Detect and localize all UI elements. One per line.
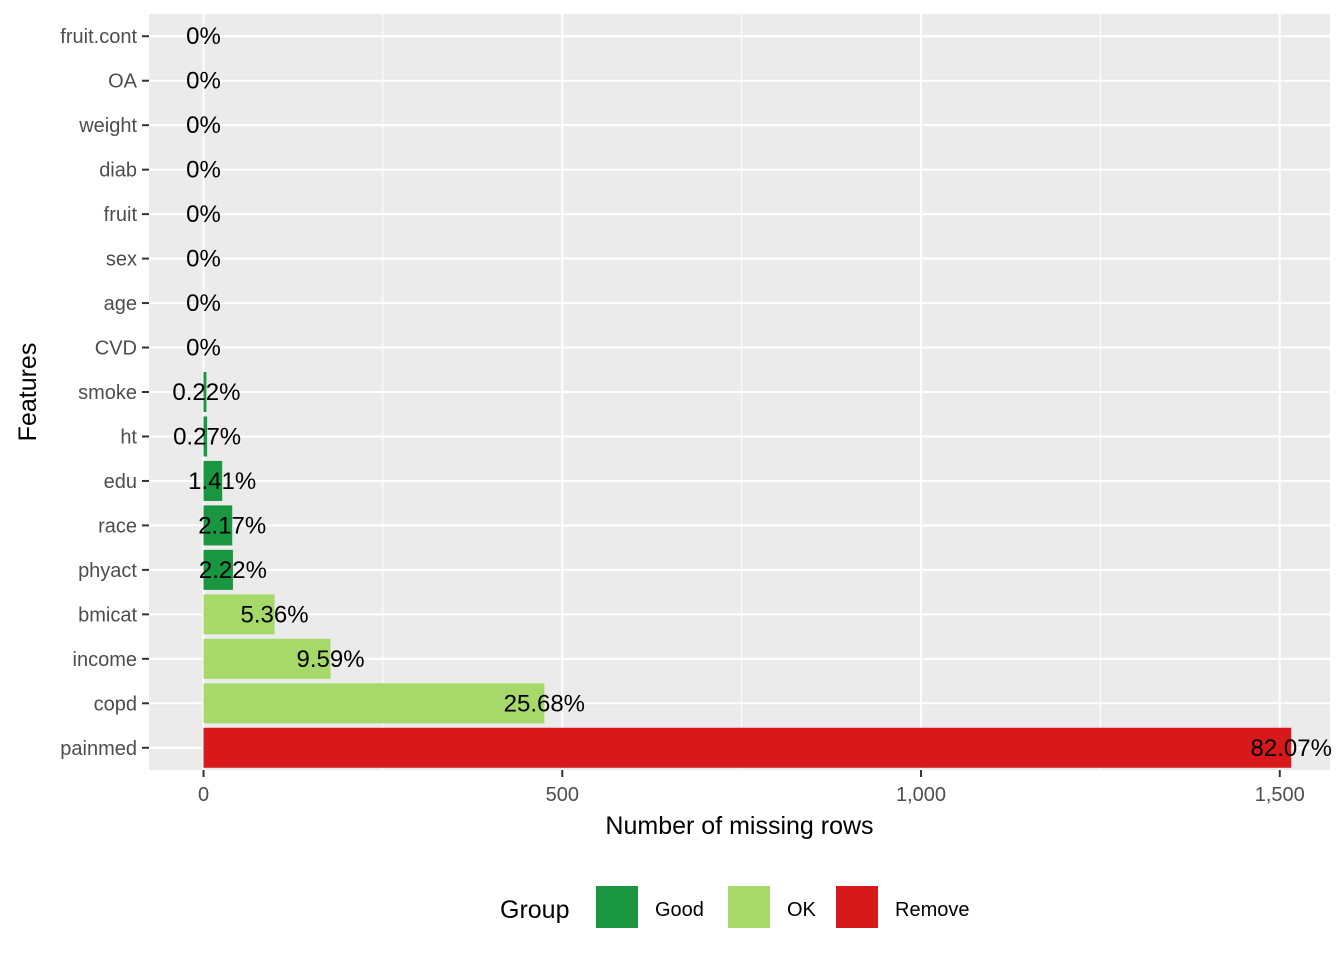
bar-label-sex: 0% <box>186 246 221 273</box>
bar-label-race: 2.17% <box>198 512 266 539</box>
legend-title: Group <box>500 896 569 924</box>
y-tick-label: painmed <box>60 738 137 760</box>
y-tick-label: CVD <box>95 338 137 360</box>
x-axis-title: Number of missing rows <box>605 812 873 840</box>
y-axis: fruit.cont OA weight diab fruit sex age CVD smok… <box>60 26 149 760</box>
legend-label-ok: OK <box>787 899 817 921</box>
bar-label-smoke: 0.22% <box>172 379 240 406</box>
major-gridlines <box>149 14 1330 770</box>
legend-key-good <box>596 886 638 928</box>
bar-label-edu: 1.41% <box>188 468 256 495</box>
bar-label-phyact: 2.22% <box>199 557 267 584</box>
bar-copd <box>203 683 545 724</box>
bar-ht <box>203 416 208 457</box>
bar-labels: 0% 0% 0% 0% 0% 0% 0% 0% 0.22% 0.27% 1.41% 2.17% 2.22… <box>172 23 1332 762</box>
y-tick-label: weight <box>78 115 137 137</box>
x-axis: 0 500 1,000 1,500 <box>198 770 1305 806</box>
y-axis-title: Features <box>14 343 42 442</box>
bar-label-CVD: 0% <box>186 335 221 362</box>
bar-income <box>203 638 331 679</box>
y-tick-label: fruit <box>104 204 138 226</box>
bar-label-fruit-cont: 0% <box>186 23 221 50</box>
bar-label-ht: 0.27% <box>173 423 241 450</box>
x-tick-label: 500 <box>546 784 579 806</box>
y-tick-label: race <box>98 515 137 537</box>
bar-bmicat <box>203 594 275 635</box>
y-tick-label: ht <box>120 426 137 448</box>
y-tick-label: bmicat <box>78 604 137 626</box>
bar-label-fruit: 0% <box>186 201 221 228</box>
y-tick-label: income <box>73 649 137 671</box>
y-tick-label: fruit.cont <box>60 26 137 48</box>
bar-label-OA: 0% <box>186 68 221 95</box>
y-tick-label: age <box>104 293 137 315</box>
x-tick-label: 1,000 <box>896 784 946 806</box>
legend-key-ok <box>728 886 770 928</box>
bar-smoke <box>203 371 207 413</box>
legend: Group Good OK Remove <box>500 886 969 928</box>
y-tick-label: edu <box>104 471 137 493</box>
bar-painmed <box>203 727 1292 768</box>
bar-phyact <box>203 549 233 590</box>
legend-key-remove <box>836 886 878 928</box>
y-tick-label: copd <box>94 693 137 715</box>
y-tick-label: sex <box>106 249 137 271</box>
bar-race <box>203 505 233 546</box>
bar-label-diab: 0% <box>186 157 221 184</box>
bar-label-age: 0% <box>186 290 221 317</box>
bar-label-bmicat: 5.36% <box>241 601 309 628</box>
bar-label-income: 9.59% <box>296 646 364 673</box>
bar-label-painmed: 82.07% <box>1251 735 1332 762</box>
bars <box>203 371 1292 768</box>
x-tick-label: 0 <box>198 784 209 806</box>
y-tick-label: diab <box>99 160 137 182</box>
legend-label-good: Good <box>655 899 704 921</box>
x-tick-label: 1,500 <box>1255 784 1305 806</box>
bar-edu <box>203 460 223 501</box>
legend-label-remove: Remove <box>895 899 969 921</box>
y-tick-label: phyact <box>78 560 137 582</box>
y-tick-label: smoke <box>78 382 137 404</box>
bar-label-weight: 0% <box>186 112 221 139</box>
bar-label-copd: 25.68% <box>504 690 585 717</box>
y-tick-label: OA <box>108 71 138 93</box>
